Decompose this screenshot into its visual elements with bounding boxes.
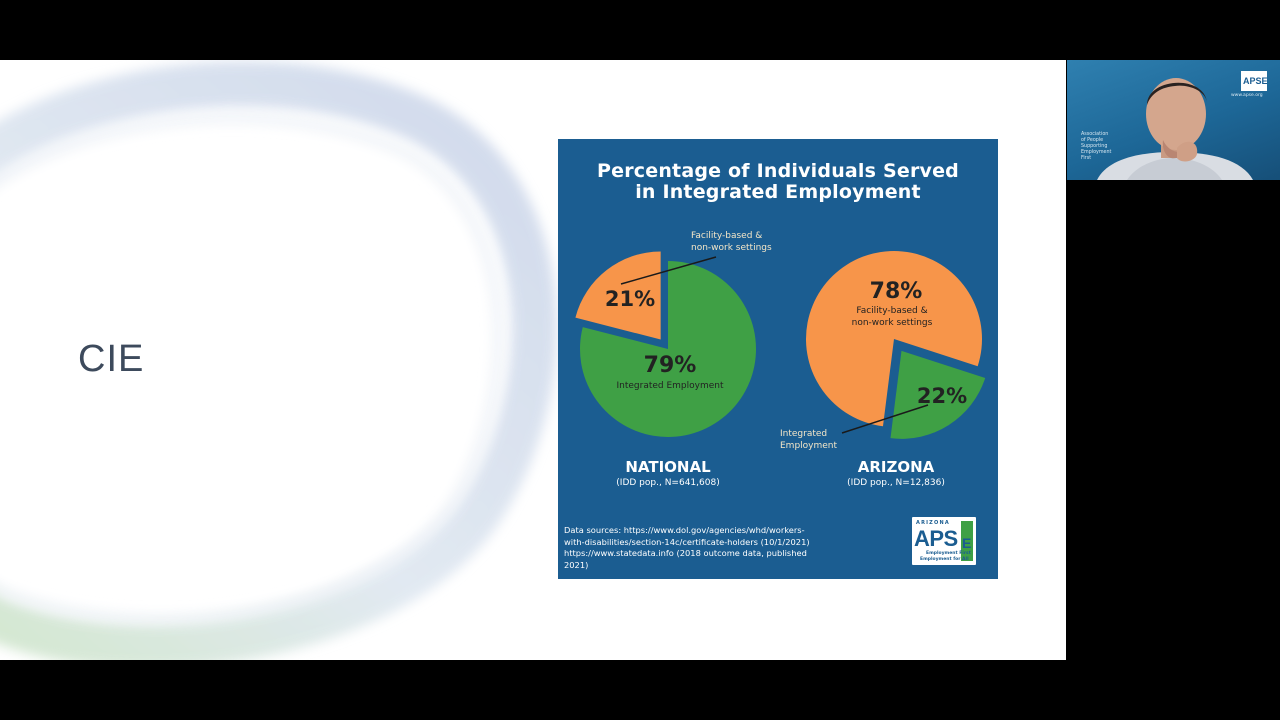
infographic-panel: Percentage of Individuals Served in Inte… [558,139,998,579]
logo-green-bar [961,521,973,561]
presenter-video [1097,78,1253,180]
arizona-slice-integrated [890,350,986,439]
arizona-region-label: ARIZONA [858,458,935,476]
presentation-slide: CIE Percentage of Individuals Served in … [0,60,1066,660]
webcam-logo-text: APSE [1243,76,1268,86]
infographic-title-line1: Percentage of Individuals Served [596,160,959,182]
national-region-label: NATIONAL [625,458,711,476]
org-text-5: First [1081,156,1092,161]
source-line-1: Data sources: https://www.dol.gov/agenci… [564,525,805,535]
national-integrated-label: Integrated Employment [616,381,724,391]
national-facility-label-2: non-work settings [691,243,772,253]
national-slice-integrated [580,261,756,437]
arizona-facility-percent: 78% [870,279,923,304]
slide-title: CIE [78,338,145,380]
org-text-3: Supporting [1081,144,1108,149]
national-callout-line [620,256,717,285]
source-line-4: 2021) [564,559,589,570]
org-text-4: Employment [1081,150,1112,155]
arizona-facility-label-2: non-work settings [852,318,933,328]
infographic-title-line2: in Integrated Employment [635,181,921,203]
logo-tagline-2: Employment for All [920,557,969,562]
slide-decorative-ring [0,61,558,660]
org-text-1: Association [1081,132,1109,137]
logo-state: ARIZONA [916,520,950,526]
arizona-integrated-label-1: Integrated [780,429,827,439]
arizona-integrated-label-2: Employment [780,441,838,451]
source-line-2: with-disabilities/section-14c/certificat… [564,536,810,547]
arizona-callout-line [841,404,929,434]
national-slice-facility [575,251,661,340]
webcam-org-text: Association of People Supporting Employm… [1081,132,1121,162]
arizona-population-label: (IDD pop., N=12,836) [847,478,945,488]
logo-word: APS [914,526,958,551]
arizona-integrated-percent: 22% [917,384,967,408]
arizona-slice-facility [806,251,982,427]
national-integrated-percent: 79% [644,353,697,378]
org-text-2: of People [1081,138,1104,143]
arizona-apse-logo: ARIZONA APS E Employment First Employmen… [912,517,976,565]
arizona-facility-label-1: Facility-based & [856,306,927,316]
source-line-3: https://www.statedata.info (2018 outcome… [564,548,807,558]
infographic-title: Percentage of Individuals Served in Inte… [558,161,998,203]
pie-charts: 79% Integrated Employment 21% Facility-base… [575,231,986,488]
data-sources: Data sources: https://www.dol.gov/agenci… [564,525,832,571]
logo-letter: E [962,535,972,551]
webcam-url: www.apse.org [1231,93,1263,98]
webcam-apse-logo: APSE [1241,71,1268,91]
national-facility-label-1: Facility-based & [691,231,762,241]
national-facility-percent: 21% [605,287,655,311]
webcam-video-feed: Association of People Supporting Employm… [1067,60,1280,180]
national-population-label: (IDD pop., N=641,608) [616,478,719,488]
logo-tagline-1: Employment First [926,551,971,556]
